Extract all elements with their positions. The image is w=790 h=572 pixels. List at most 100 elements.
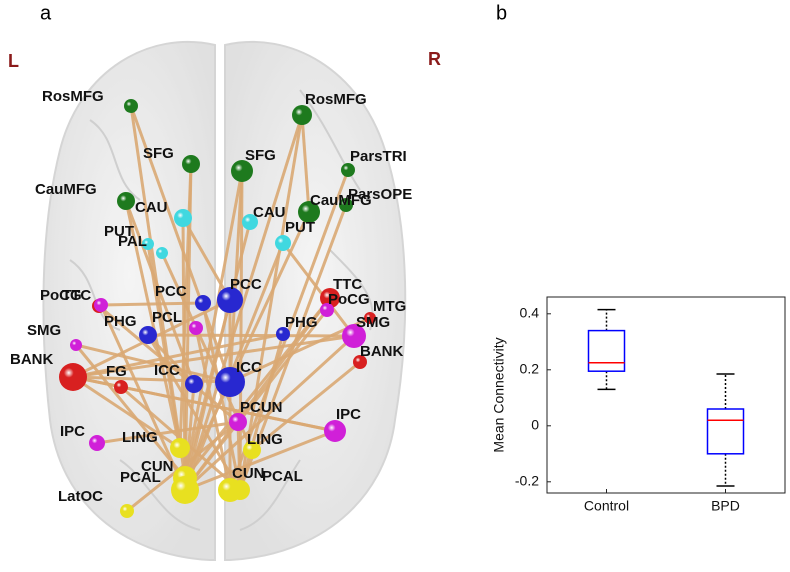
node-label: TTC (62, 287, 91, 304)
node (341, 163, 355, 177)
x-tick-label: BPD (711, 498, 740, 514)
node-label: PCAL (262, 468, 303, 485)
edge (183, 381, 232, 479)
panel-label: a (40, 2, 52, 24)
y-axis-title: Mean Connectivity (491, 337, 507, 452)
node (217, 287, 243, 313)
node (171, 476, 199, 504)
edge (72, 332, 284, 379)
node-label: PAL (118, 233, 147, 250)
panel-label: b (496, 2, 507, 24)
edge (251, 360, 361, 452)
node (339, 198, 353, 212)
node-label: PCAL (120, 469, 161, 486)
node (89, 435, 105, 451)
node-label: SFG (143, 145, 174, 162)
node-label: PCL (152, 309, 182, 326)
edge (124, 200, 182, 449)
node (342, 324, 366, 348)
node-label: RosMFG (42, 88, 104, 105)
node (320, 303, 334, 317)
node-label: BANK (360, 343, 403, 360)
edge (100, 301, 204, 307)
node (229, 413, 247, 431)
node (139, 326, 157, 344)
node-label: PHG (285, 314, 318, 331)
node (231, 160, 253, 182)
node-label: PoCG (40, 287, 82, 304)
node (243, 441, 261, 459)
node (215, 367, 245, 397)
x-tick-label: Control (584, 498, 629, 514)
edge (96, 420, 239, 445)
edge (98, 304, 239, 424)
node-label: RosMFG (305, 91, 367, 108)
node-label: MTG (373, 298, 406, 315)
node (120, 504, 134, 518)
edge (183, 309, 329, 491)
edge (236, 421, 242, 491)
edge (201, 302, 242, 491)
edge (72, 375, 181, 450)
hemisphere-label: L (8, 51, 19, 71)
node (142, 238, 154, 250)
node-label: ICC (236, 359, 262, 376)
node-label: CUN (141, 458, 174, 475)
node (292, 105, 312, 125)
node-label: ICC (154, 362, 180, 379)
node (156, 247, 168, 259)
node-label: PUT (104, 223, 134, 240)
box (587, 329, 626, 372)
node (182, 155, 200, 173)
edge (72, 375, 231, 384)
node-label: TTC (333, 276, 362, 293)
node-label: IPC (336, 406, 361, 423)
node (320, 288, 340, 308)
node-label: SMG (356, 314, 390, 331)
node (70, 339, 82, 351)
node (324, 420, 346, 442)
node (174, 209, 192, 227)
node-label: SFG (245, 147, 276, 164)
node-label: PCUN (240, 399, 283, 416)
node-label: PCC (155, 283, 187, 300)
edge (99, 304, 187, 491)
edge (147, 333, 355, 338)
edge (238, 114, 304, 491)
node-label: CauMFG (35, 181, 97, 198)
node (117, 192, 135, 210)
node (353, 355, 367, 369)
edge (75, 343, 231, 384)
edge (300, 114, 311, 213)
edge (183, 242, 285, 491)
node (170, 438, 190, 458)
node (218, 478, 242, 502)
node-label: ParsOPE (348, 186, 412, 203)
node-label: LING (247, 431, 283, 448)
hemisphere-label: R (428, 49, 441, 69)
node-label: CUN (232, 465, 265, 482)
node (242, 214, 258, 230)
node-label: PHG (104, 313, 137, 330)
node (276, 327, 290, 341)
edge (181, 217, 232, 301)
node (185, 375, 203, 393)
node-label: CauMFG (310, 192, 372, 209)
edge (228, 169, 350, 491)
node-label: LING (122, 429, 158, 446)
node (59, 363, 87, 391)
node (275, 235, 291, 251)
node (298, 201, 320, 223)
node-label: PoCG (328, 291, 370, 308)
node (124, 99, 138, 113)
node (195, 295, 211, 311)
y-tick-label: 0.4 (520, 305, 540, 321)
node-label: CAU (135, 199, 168, 216)
edge (146, 333, 196, 386)
edge (146, 243, 182, 449)
node (114, 380, 128, 394)
edge (194, 327, 232, 491)
